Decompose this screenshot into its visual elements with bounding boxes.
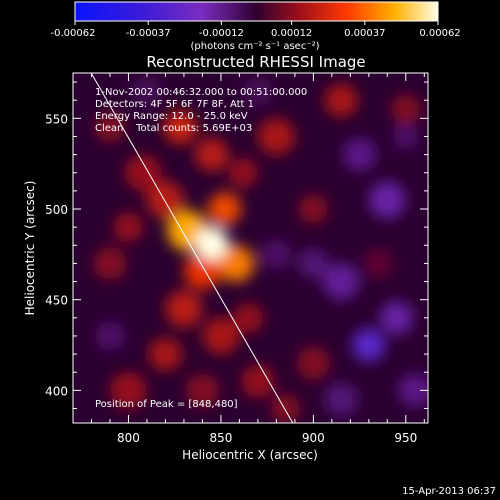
heatmap-blob xyxy=(217,244,255,282)
heatmap-blob xyxy=(368,181,406,219)
heatmap-blob xyxy=(165,290,203,328)
axis-ticks: 800 850 900 950 400 450 500 550 xyxy=(45,73,428,445)
colorbar-tick-label: 0.00062 xyxy=(419,28,460,39)
heatmap-blob xyxy=(228,157,258,188)
heatmap-blob xyxy=(207,192,242,226)
heatmap-blob xyxy=(379,301,414,335)
heatmap-blob xyxy=(342,137,377,172)
heatmap-blob xyxy=(243,76,273,106)
y-tick-label: 450 xyxy=(45,294,68,308)
colorbar-unit-label: (photons cm⁻² s⁻¹ asec⁻²) xyxy=(190,41,319,52)
heatmap-blob xyxy=(163,110,197,145)
x-axis-label: Heliocentric X (arcsec) xyxy=(182,448,318,462)
annotation-energy-range: Energy Range: 12.0 - 25.0 keV xyxy=(95,111,248,122)
heatmap-blob xyxy=(124,154,162,192)
heatmap-blob xyxy=(148,337,183,371)
annotation-detectors: Detectors: 4F 5F 6F 7F 8F, Att 1 xyxy=(95,99,254,110)
heatmap-blob xyxy=(398,373,428,407)
heatmap-blob xyxy=(233,303,264,333)
solar-limb-line xyxy=(90,73,294,423)
x-tick-label: 850 xyxy=(209,431,232,445)
heatmap-blob xyxy=(95,112,125,143)
colorbar-tick-label: -0.00037 xyxy=(126,28,171,39)
heatmap-blob xyxy=(132,76,162,106)
colorbar-ticks: -0.00062 -0.00037 -0.00012 0.00012 0.00037 0.… xyxy=(51,21,461,39)
heatmap-blob xyxy=(296,346,331,380)
heatmap-blob xyxy=(270,393,301,423)
y-axis-label: Heliocentric Y (arcsec) xyxy=(23,181,37,316)
x-tick-label: 950 xyxy=(394,431,417,445)
heatmap-blob xyxy=(392,123,419,150)
annotation-time-range: 1-Nov-2002 00:46:32.000 to 00:51:00.000 xyxy=(95,87,307,98)
heatmap-blob xyxy=(298,194,329,224)
x-tick-label: 800 xyxy=(117,431,140,445)
y-tick-label: 400 xyxy=(45,384,68,398)
chart-title: Reconstructed RHESSI Image xyxy=(146,53,365,71)
heatmap-blobs xyxy=(93,76,428,423)
heatmap-blob xyxy=(146,181,184,219)
heatmap-blob xyxy=(202,317,240,355)
y-tick-label: 550 xyxy=(45,112,68,126)
heatmap-blob xyxy=(93,246,127,281)
colorbar: -0.00062 -0.00037 -0.00012 0.00012 0.00037 0.… xyxy=(51,1,461,52)
colorbar-tick-label: -0.00012 xyxy=(199,28,244,39)
observation-annotations: 1-Nov-2002 00:46:32.000 to 00:51:00.000 … xyxy=(95,87,307,410)
colorbar-tick-label: 0.00012 xyxy=(271,28,312,39)
heatmap-blob xyxy=(257,117,295,155)
heatmap-blob xyxy=(113,212,144,242)
heatmap-blob xyxy=(391,94,421,125)
heatmap-blob xyxy=(185,373,220,407)
heatmap-blob xyxy=(241,364,275,398)
heatmap-blob xyxy=(352,328,386,362)
heatmap-blob xyxy=(183,252,221,290)
plot-area: 800 850 900 950 400 450 500 550 xyxy=(45,72,429,445)
heatmap-blob xyxy=(298,248,329,279)
heatmap-blob xyxy=(363,248,393,279)
footer-date: 15-Apr-2013 06:37 xyxy=(402,486,496,497)
heatmap-blob xyxy=(95,321,125,351)
heatmap-blob xyxy=(324,83,358,117)
heatmap-blob xyxy=(195,137,229,172)
heatmap-blob xyxy=(324,382,358,417)
colorbar-tick-label: -0.00062 xyxy=(51,28,96,39)
heatmap-blob xyxy=(261,239,292,270)
colorbar-gradient xyxy=(74,1,439,22)
heatmap-blob xyxy=(195,226,229,261)
peak-position-label: Position of Peak = [848,480] xyxy=(95,399,238,410)
plot-frame xyxy=(72,72,429,424)
heatmap-blob xyxy=(109,371,147,409)
colorbar-tick-label: 0.00037 xyxy=(344,28,385,39)
y-tick-label: 500 xyxy=(45,203,68,217)
annotation-clean-counts: Clean Total counts: 5.69E+03 xyxy=(95,123,252,134)
x-tick-label: 900 xyxy=(302,431,325,445)
heatmap-blob xyxy=(322,263,360,301)
